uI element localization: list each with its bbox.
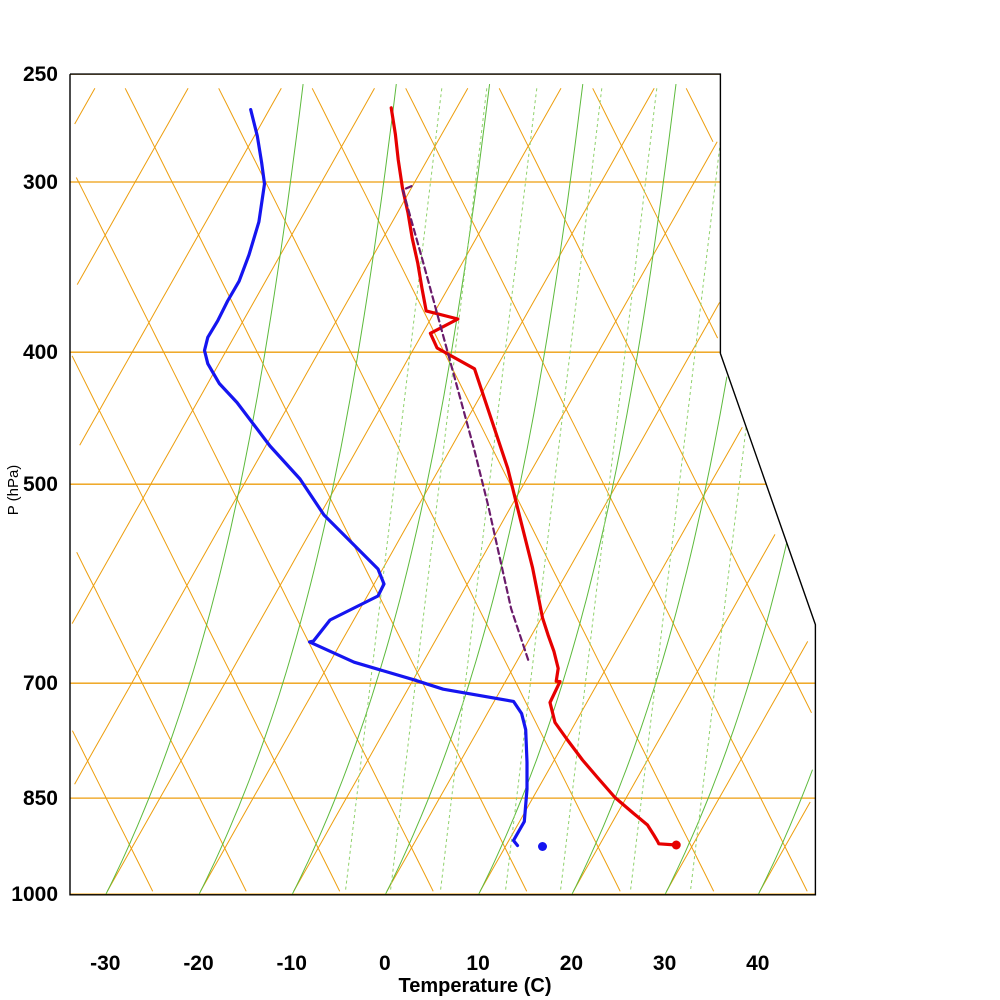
svg-text:850: 850 (23, 787, 58, 810)
svg-text:700: 700 (23, 672, 58, 695)
svg-text:-30: -30 (90, 952, 120, 975)
svg-text:20: 20 (560, 952, 583, 975)
svg-text:P (hPa): P (hPa) (5, 465, 22, 516)
svg-text:10: 10 (466, 952, 489, 975)
svg-text:500: 500 (23, 473, 58, 496)
svg-text:400: 400 (23, 341, 58, 364)
svg-text:-20: -20 (183, 952, 213, 975)
svg-text:30: 30 (653, 952, 676, 975)
svg-text:-10: -10 (277, 952, 307, 975)
svg-text:1000: 1000 (11, 883, 58, 906)
svg-text:0: 0 (379, 952, 391, 975)
svg-text:250: 250 (23, 63, 58, 86)
svg-text:300: 300 (23, 171, 58, 194)
svg-text:40: 40 (746, 952, 769, 975)
svg-text:Temperature (C): Temperature (C) (399, 975, 552, 997)
